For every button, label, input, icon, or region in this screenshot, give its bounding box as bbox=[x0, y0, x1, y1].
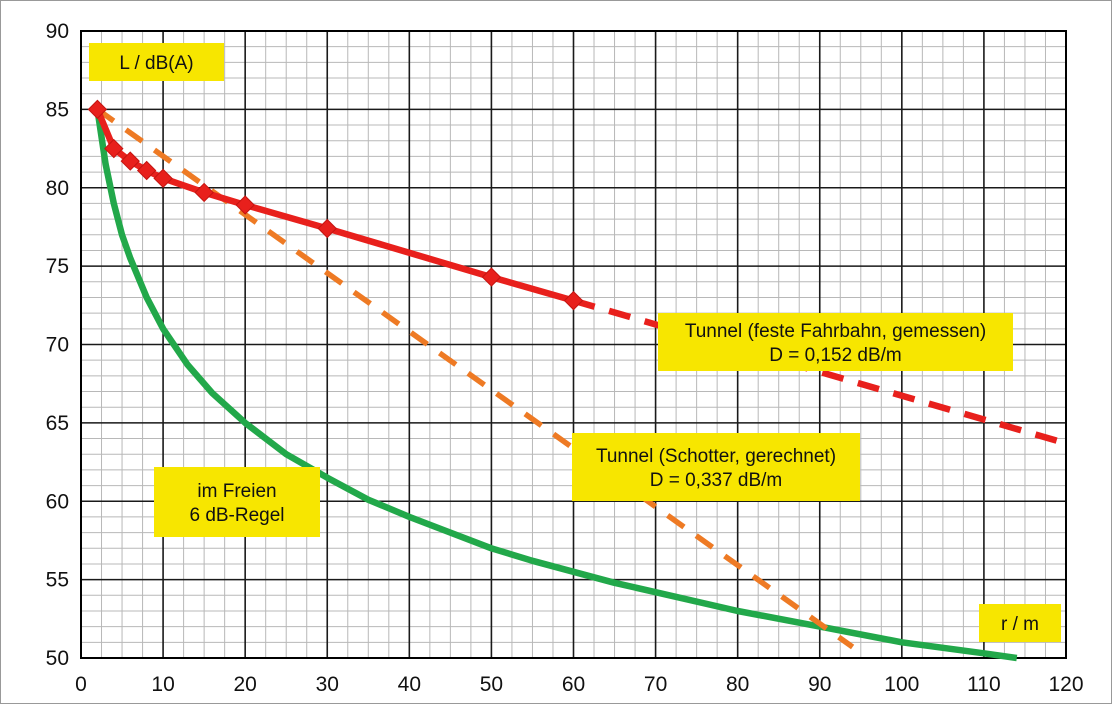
x-tick-label: 80 bbox=[726, 673, 749, 696]
label-box-text: r / m bbox=[1001, 614, 1039, 635]
x-tick-label: 110 bbox=[967, 673, 1000, 696]
label-box-text: im Freien bbox=[197, 481, 276, 502]
x-tick-label: 100 bbox=[884, 673, 919, 696]
label-box-background bbox=[658, 313, 1013, 371]
tunnel-ballast-box: Tunnel (Schotter, gerechnet) D = 0,337 dB… bbox=[572, 433, 860, 501]
label-box-text: Tunnel (Schotter, gerechnet) bbox=[596, 446, 836, 467]
data-point-tunnel-measured bbox=[136, 160, 157, 181]
data-point-tunnel-measured bbox=[563, 290, 584, 311]
data-point-tunnel-measured bbox=[481, 267, 502, 287]
label-box-background bbox=[154, 467, 320, 537]
data-point-tunnel-measured bbox=[194, 182, 214, 203]
xlabel-box: r / m bbox=[979, 604, 1061, 642]
x-tick-label: 60 bbox=[562, 673, 585, 696]
plot-frame bbox=[80, 30, 1067, 659]
x-tick-label: 10 bbox=[151, 673, 174, 696]
x-tick-label: 30 bbox=[316, 673, 339, 696]
label-box-background bbox=[979, 604, 1061, 642]
x-tick-label: 20 bbox=[233, 673, 256, 696]
y-tick-label: 85 bbox=[46, 98, 69, 121]
free-field-box: im Freien 6 dB-Regel bbox=[154, 467, 320, 537]
y-tick-label: 50 bbox=[46, 647, 69, 670]
label-box-text: D = 0,337 dB/m bbox=[650, 470, 783, 491]
x-tick-label: 120 bbox=[1048, 673, 1083, 696]
x-tick-label: 50 bbox=[480, 673, 503, 696]
label-box-text: Tunnel (feste Fahrbahn, gemessen) bbox=[685, 321, 986, 342]
ylabel-box: L / dB(A) bbox=[89, 43, 224, 81]
y-tick-label: 75 bbox=[46, 255, 69, 278]
label-box-background bbox=[572, 433, 860, 501]
y-tick-label: 90 bbox=[46, 20, 69, 43]
series-line-tunnel-measured bbox=[94, 108, 575, 304]
data-point-tunnel-measured bbox=[120, 151, 140, 171]
label-box-background bbox=[89, 43, 224, 81]
y-tick-label: 65 bbox=[46, 412, 69, 435]
x-tick-label: 40 bbox=[398, 673, 421, 696]
y-tick-label: 80 bbox=[46, 177, 69, 200]
label-box-text: D = 0,152 dB/m bbox=[769, 345, 902, 366]
y-tick-label: 70 bbox=[46, 334, 69, 357]
data-point-tunnel-measured bbox=[87, 99, 108, 120]
data-point-tunnel-measured bbox=[153, 168, 173, 189]
x-tick-label: 0 bbox=[75, 673, 87, 696]
label-box-text: L / dB(A) bbox=[119, 53, 193, 74]
series-line-free-field bbox=[94, 108, 1018, 662]
x-tick-label: 70 bbox=[644, 673, 667, 696]
y-tick-label: 60 bbox=[46, 490, 69, 513]
tunnel-measured-box: Tunnel (feste Fahrbahn, gemessen) D = 0,1… bbox=[658, 313, 1013, 371]
data-point-tunnel-measured bbox=[235, 195, 255, 215]
y-tick-label: 55 bbox=[46, 569, 69, 592]
data-point-tunnel-measured bbox=[317, 218, 337, 239]
series-line-tunnel-measured-extrapolated bbox=[572, 297, 1067, 447]
data-point-tunnel-measured bbox=[104, 138, 124, 159]
x-tick-label: 90 bbox=[808, 673, 831, 696]
label-box-text: 6 dB-Regel bbox=[189, 505, 284, 526]
